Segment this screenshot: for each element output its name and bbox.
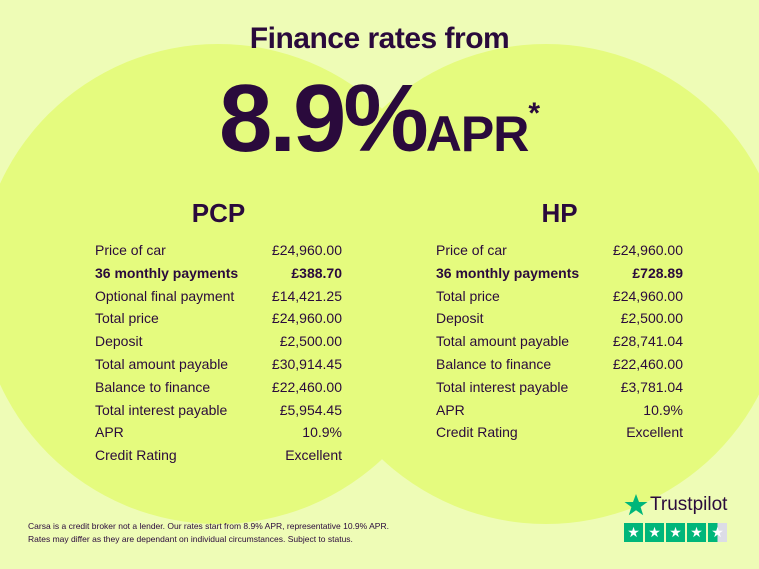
row-value: 10.9% — [302, 424, 342, 441]
table-row: 36 monthly payments £728.89 — [436, 262, 683, 285]
table-row: Total interest payable £3,781.04 — [436, 376, 683, 399]
rating-star-icon: ★ — [687, 523, 706, 542]
row-label: Balance to finance — [436, 355, 552, 372]
row-value: £24,960.00 — [271, 310, 342, 327]
row-value: £28,741.04 — [612, 333, 683, 350]
row-label: Total price — [436, 287, 500, 304]
row-label: Credit Rating — [95, 447, 177, 464]
decorative-circle-right — [306, 44, 759, 524]
row-value: 10.9% — [643, 401, 683, 418]
trustpilot-rating: ★ ★ ★ ★ ★ — [624, 523, 727, 542]
rate-display: 8.9%APR* — [0, 64, 759, 174]
row-label: Balance to finance — [95, 378, 211, 395]
disclaimer-line-2: Rates may differ as they are dependant o… — [28, 534, 353, 544]
row-value: £24,960.00 — [271, 242, 342, 258]
table-row: Total amount payable £30,914.45 — [95, 353, 342, 376]
row-value: £2,500.00 — [620, 310, 683, 327]
row-value: £22,460.00 — [271, 378, 342, 395]
hp-title: HP — [541, 198, 578, 228]
disclaimer: Carsa is a credit broker not a lender. O… — [28, 520, 389, 546]
table-row: Balance to finance £22,460.00 — [95, 376, 342, 399]
row-label: 36 monthly payments — [436, 264, 580, 281]
pcp-table: PCP Price of car £24,960.00 36 monthly pay… — [95, 198, 342, 467]
row-label: Optional final payment — [95, 287, 235, 304]
table-row: 36 monthly payments £388.70 — [95, 262, 342, 285]
table-row: Deposit £2,500.00 — [436, 307, 683, 330]
table-row: Total amount payable £28,741.04 — [436, 330, 683, 353]
trustpilot-star-icon — [624, 494, 648, 516]
rate-value: 8.9% — [218, 65, 429, 172]
row-label: APR — [436, 401, 465, 418]
rating-star-icon: ★ — [624, 523, 643, 542]
table-row: Balance to finance £22,460.00 — [436, 353, 683, 376]
rating-star-icon: ★ — [666, 523, 685, 542]
row-value: £3,781.04 — [620, 378, 683, 395]
table-row: Total price £24,960.00 — [436, 285, 683, 308]
row-value: £728.89 — [632, 264, 683, 281]
row-label: Deposit — [436, 310, 484, 327]
row-value: £5,954.45 — [279, 401, 342, 418]
disclaimer-line-1: Carsa is a credit broker not a lender. O… — [28, 521, 389, 531]
row-value: Excellent — [626, 424, 683, 441]
row-label: Price of car — [95, 242, 166, 258]
row-value: Excellent — [285, 447, 342, 464]
row-value: £2,500.00 — [279, 333, 342, 350]
table-row: Deposit £2,500.00 — [95, 330, 342, 353]
row-label: 36 monthly payments — [95, 264, 239, 281]
row-label: Credit Rating — [436, 424, 518, 441]
row-label: Total interest payable — [95, 401, 228, 418]
row-value: £14,421.25 — [271, 287, 342, 304]
rating-star-icon: ★ — [708, 523, 727, 542]
pcp-title: PCP — [191, 198, 246, 228]
table-row: Total price £24,960.00 — [95, 307, 342, 330]
trustpilot-name: Trustpilot — [650, 494, 728, 515]
table-row: APR 10.9% — [95, 421, 342, 444]
row-label: APR — [95, 424, 124, 441]
row-label: Deposit — [95, 333, 143, 350]
trustpilot-badge[interactable]: Trustpilot ★ ★ ★ ★ ★ — [624, 493, 727, 542]
row-label: Price of car — [436, 242, 507, 258]
table-row: Credit Rating Excellent — [95, 444, 342, 467]
headline: Finance rates from — [249, 22, 510, 55]
row-value: £24,960.00 — [612, 287, 683, 304]
row-label: Total interest payable — [436, 378, 569, 395]
row-value: £24,960.00 — [612, 242, 683, 258]
table-row: APR 10.9% — [436, 399, 683, 422]
table-row: Total interest payable £5,954.45 — [95, 399, 342, 422]
asterisk: * — [528, 97, 541, 130]
table-row: Credit Rating Excellent — [436, 421, 683, 444]
rating-star-icon: ★ — [645, 523, 664, 542]
table-row: Price of car £24,960.00 — [436, 239, 683, 262]
row-label: Total amount payable — [95, 355, 229, 372]
row-value: £388.70 — [291, 264, 342, 281]
row-value: £22,460.00 — [612, 355, 683, 372]
row-label: Total price — [95, 310, 159, 327]
table-row: Optional final payment £14,421.25 — [95, 285, 342, 308]
row-label: Total amount payable — [436, 333, 570, 350]
hp-table: HP Price of car £24,960.00 36 monthly paym… — [436, 198, 683, 444]
row-value: £30,914.45 — [271, 355, 342, 372]
table-row: Price of car £24,960.00 — [95, 239, 342, 262]
rate-apr-label: APR — [425, 106, 530, 162]
